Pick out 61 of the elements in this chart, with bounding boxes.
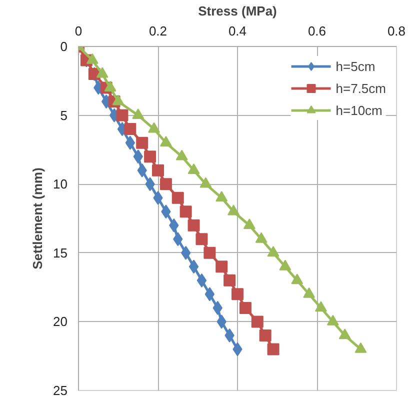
x-axis-title: Stress (MPa): [198, 4, 277, 18]
point: [188, 260, 199, 274]
y-tick-label: 15: [53, 245, 68, 260]
x-tick-label: 0.2: [148, 24, 168, 38]
point: [196, 273, 207, 288]
point: [144, 150, 156, 163]
point: [188, 219, 200, 232]
point: [216, 191, 228, 202]
point: [124, 123, 136, 136]
point: [224, 274, 236, 286]
point: [148, 122, 160, 133]
point: [354, 342, 367, 353]
point: [204, 287, 215, 302]
x-tick-label: 0.4: [228, 24, 247, 38]
point: [255, 232, 268, 243]
point: [196, 233, 208, 246]
y-tick-label: 0: [60, 39, 68, 54]
point: [180, 246, 191, 260]
legend-label: h=10cm: [336, 102, 382, 118]
point: [279, 260, 292, 270]
point: [243, 218, 256, 230]
point: [125, 136, 136, 150]
x-tick-label: 0.8: [387, 24, 406, 38]
point: [116, 109, 128, 122]
point: [232, 288, 244, 300]
point: [112, 94, 124, 106]
y-tick-label: 5: [60, 108, 68, 123]
point: [160, 136, 172, 146]
point: [132, 108, 144, 119]
point: [267, 246, 280, 257]
point: [204, 246, 216, 259]
point: [96, 67, 108, 78]
point: [251, 316, 264, 328]
point: [267, 343, 280, 356]
y-axis-title: Settlement (mm): [30, 168, 46, 270]
point: [104, 80, 116, 92]
point: [152, 164, 164, 176]
point: [188, 163, 200, 174]
legend-label: h=5cm: [336, 58, 376, 74]
point: [303, 287, 316, 298]
x-tick-label: 0: [74, 24, 82, 38]
y-tick-label: 25: [53, 383, 68, 398]
y-tick-label: 10: [53, 176, 68, 192]
point: [200, 177, 212, 188]
point: [291, 274, 304, 284]
point: [338, 328, 351, 340]
point: [314, 301, 327, 312]
point: [259, 329, 272, 342]
legend-label: h=7.5cm: [336, 80, 386, 96]
point: [326, 314, 339, 326]
point: [136, 136, 148, 149]
y-tick-label: 20: [53, 314, 68, 330]
point: [239, 302, 252, 314]
point: [172, 192, 184, 204]
point: [176, 150, 188, 160]
point: [216, 260, 228, 273]
point: [86, 53, 98, 64]
point: [160, 178, 172, 190]
point: [180, 206, 192, 218]
point: [228, 204, 240, 216]
x-tick-label: 0.6: [308, 24, 326, 38]
